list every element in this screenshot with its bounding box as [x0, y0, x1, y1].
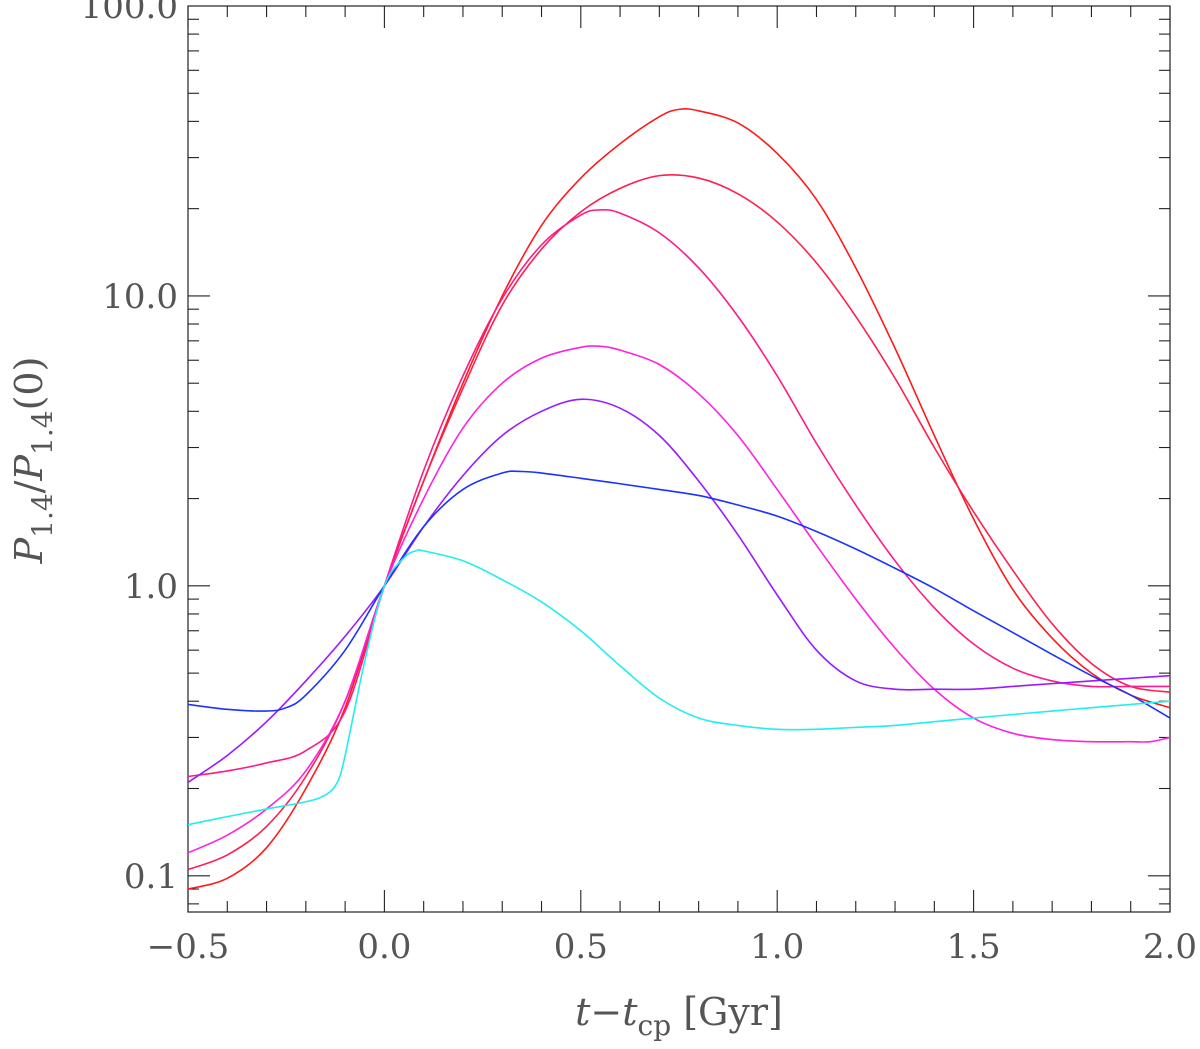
plot-frame [187, 5, 1171, 913]
x-tick-label: 2.0 [1143, 927, 1197, 967]
series-line-7 [187, 549, 1171, 826]
series-line-3 [187, 208, 1170, 778]
x-tick-label: −0.5 [147, 927, 230, 967]
y-axis-title: P1.4/P1.4(0) [7, 357, 59, 565]
series-line-6 [187, 470, 1171, 719]
y-tick-label: 10.0 [102, 277, 178, 317]
series-line-2 [187, 174, 1171, 871]
x-tick-label: 1.0 [750, 927, 804, 967]
series-line-5 [187, 398, 1171, 784]
y-tick-label: 0.1 [124, 857, 178, 897]
tick-labels: −0.5 0.0 0.5 1.0 1.5 2.0 0.1 1.0 10.0 100.0 [81, 0, 1197, 967]
x-axis-title: t−tcp [Gyr] [575, 990, 783, 1042]
series-line-4 [187, 345, 1171, 854]
data-series [187, 107, 1171, 890]
y-tick-label: 1.0 [124, 567, 178, 607]
series-line-1 [187, 107, 1171, 890]
axis-ticks [187, 5, 1171, 912]
y-tick-label: 100.0 [81, 0, 178, 27]
x-tick-label: 0.0 [357, 927, 411, 967]
x-tick-label: 0.5 [554, 927, 608, 967]
x-tick-label: 1.5 [947, 927, 1001, 967]
